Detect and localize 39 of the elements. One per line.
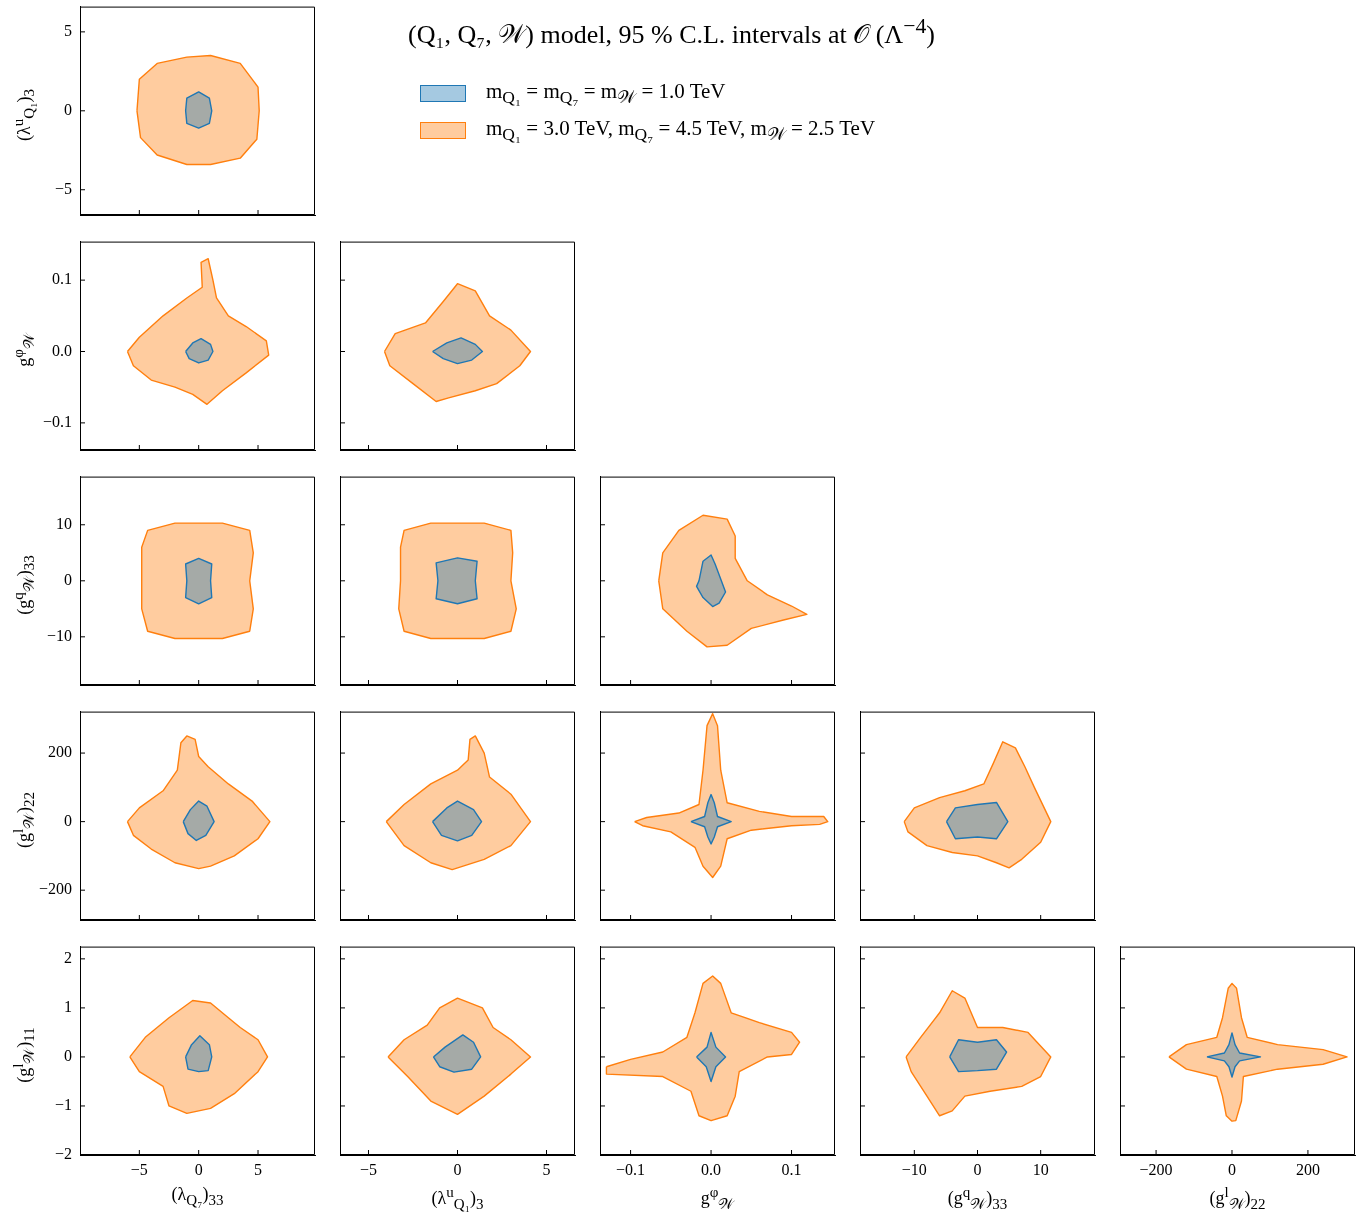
- x-axis-title: (λ$^{u}$$_{Q₁}$)$_{3}$: [431, 1184, 484, 1212]
- x-tick-label: 0: [973, 1161, 982, 1179]
- y-tick-label: 0: [64, 812, 72, 830]
- x-tick-label: 10: [1032, 1161, 1049, 1179]
- x-tick-label: 0: [1228, 1161, 1236, 1179]
- x-tick-label: 0.1: [781, 1161, 802, 1179]
- x-tick-label: 200: [1295, 1161, 1320, 1179]
- y-tick-label: −5: [54, 180, 72, 198]
- y-tick-label: 2: [64, 949, 72, 967]
- x-tick-label: 0: [194, 1161, 203, 1179]
- x-tick-label: −5: [130, 1161, 148, 1179]
- y-tick-label: −0.1: [42, 413, 72, 431]
- x-tick-label: 0.0: [701, 1161, 722, 1179]
- x-tick-label: 0: [453, 1161, 462, 1179]
- y-tick-label: 0: [64, 1047, 72, 1065]
- x-axis-title: (λ$_{Q₇}$)$_{33}$: [171, 1184, 224, 1208]
- y-tick-label: −1: [54, 1096, 72, 1114]
- y-tick-label: −10: [46, 627, 72, 645]
- x-tick-label: 5: [542, 1161, 551, 1179]
- y-tick-label: 0: [64, 101, 72, 119]
- x-tick-label: −10: [901, 1161, 927, 1179]
- y-tick-label: 0.0: [52, 342, 72, 360]
- x-axis-title: (g$^{l}$$_{𝒲}$)$_{22}$: [1209, 1184, 1266, 1212]
- x-axis-title: (g$^{q}$$_{𝒲}$)$_{33}$: [947, 1184, 1008, 1212]
- x-tick-label: −200: [1139, 1161, 1173, 1179]
- y-tick-label: 200: [48, 743, 72, 761]
- x-tick-label: 5: [254, 1161, 263, 1179]
- y-tick-label: 0: [64, 571, 72, 589]
- y-tick-label: 10: [56, 515, 72, 533]
- y-tick-label: −200: [38, 880, 72, 898]
- x-tick-label: −5: [359, 1161, 377, 1179]
- legend-label: m$_{Q₁}$ = m$_{Q₇}$ = m$_{𝒲}$ = 1.0 TeV: [486, 79, 726, 109]
- y-tick-label: 0.1: [52, 270, 72, 288]
- y-tick-label: 1: [64, 998, 72, 1016]
- y-tick-label: −2: [54, 1145, 72, 1163]
- x-tick-label: −0.1: [616, 1161, 646, 1179]
- y-tick-label: 5: [64, 22, 72, 40]
- legend-label: m$_{Q₁}$ = 3.0 TeV, m$_{Q₇}$ = 4.5 TeV, m$_{𝒲}$ = 2.5 TeV: [486, 116, 876, 146]
- text: (Q₁, Q₇, 𝒲) model, 95 % C.L. intervals at 𝒪 (Λ$^{−4}$): [408, 14, 935, 50]
